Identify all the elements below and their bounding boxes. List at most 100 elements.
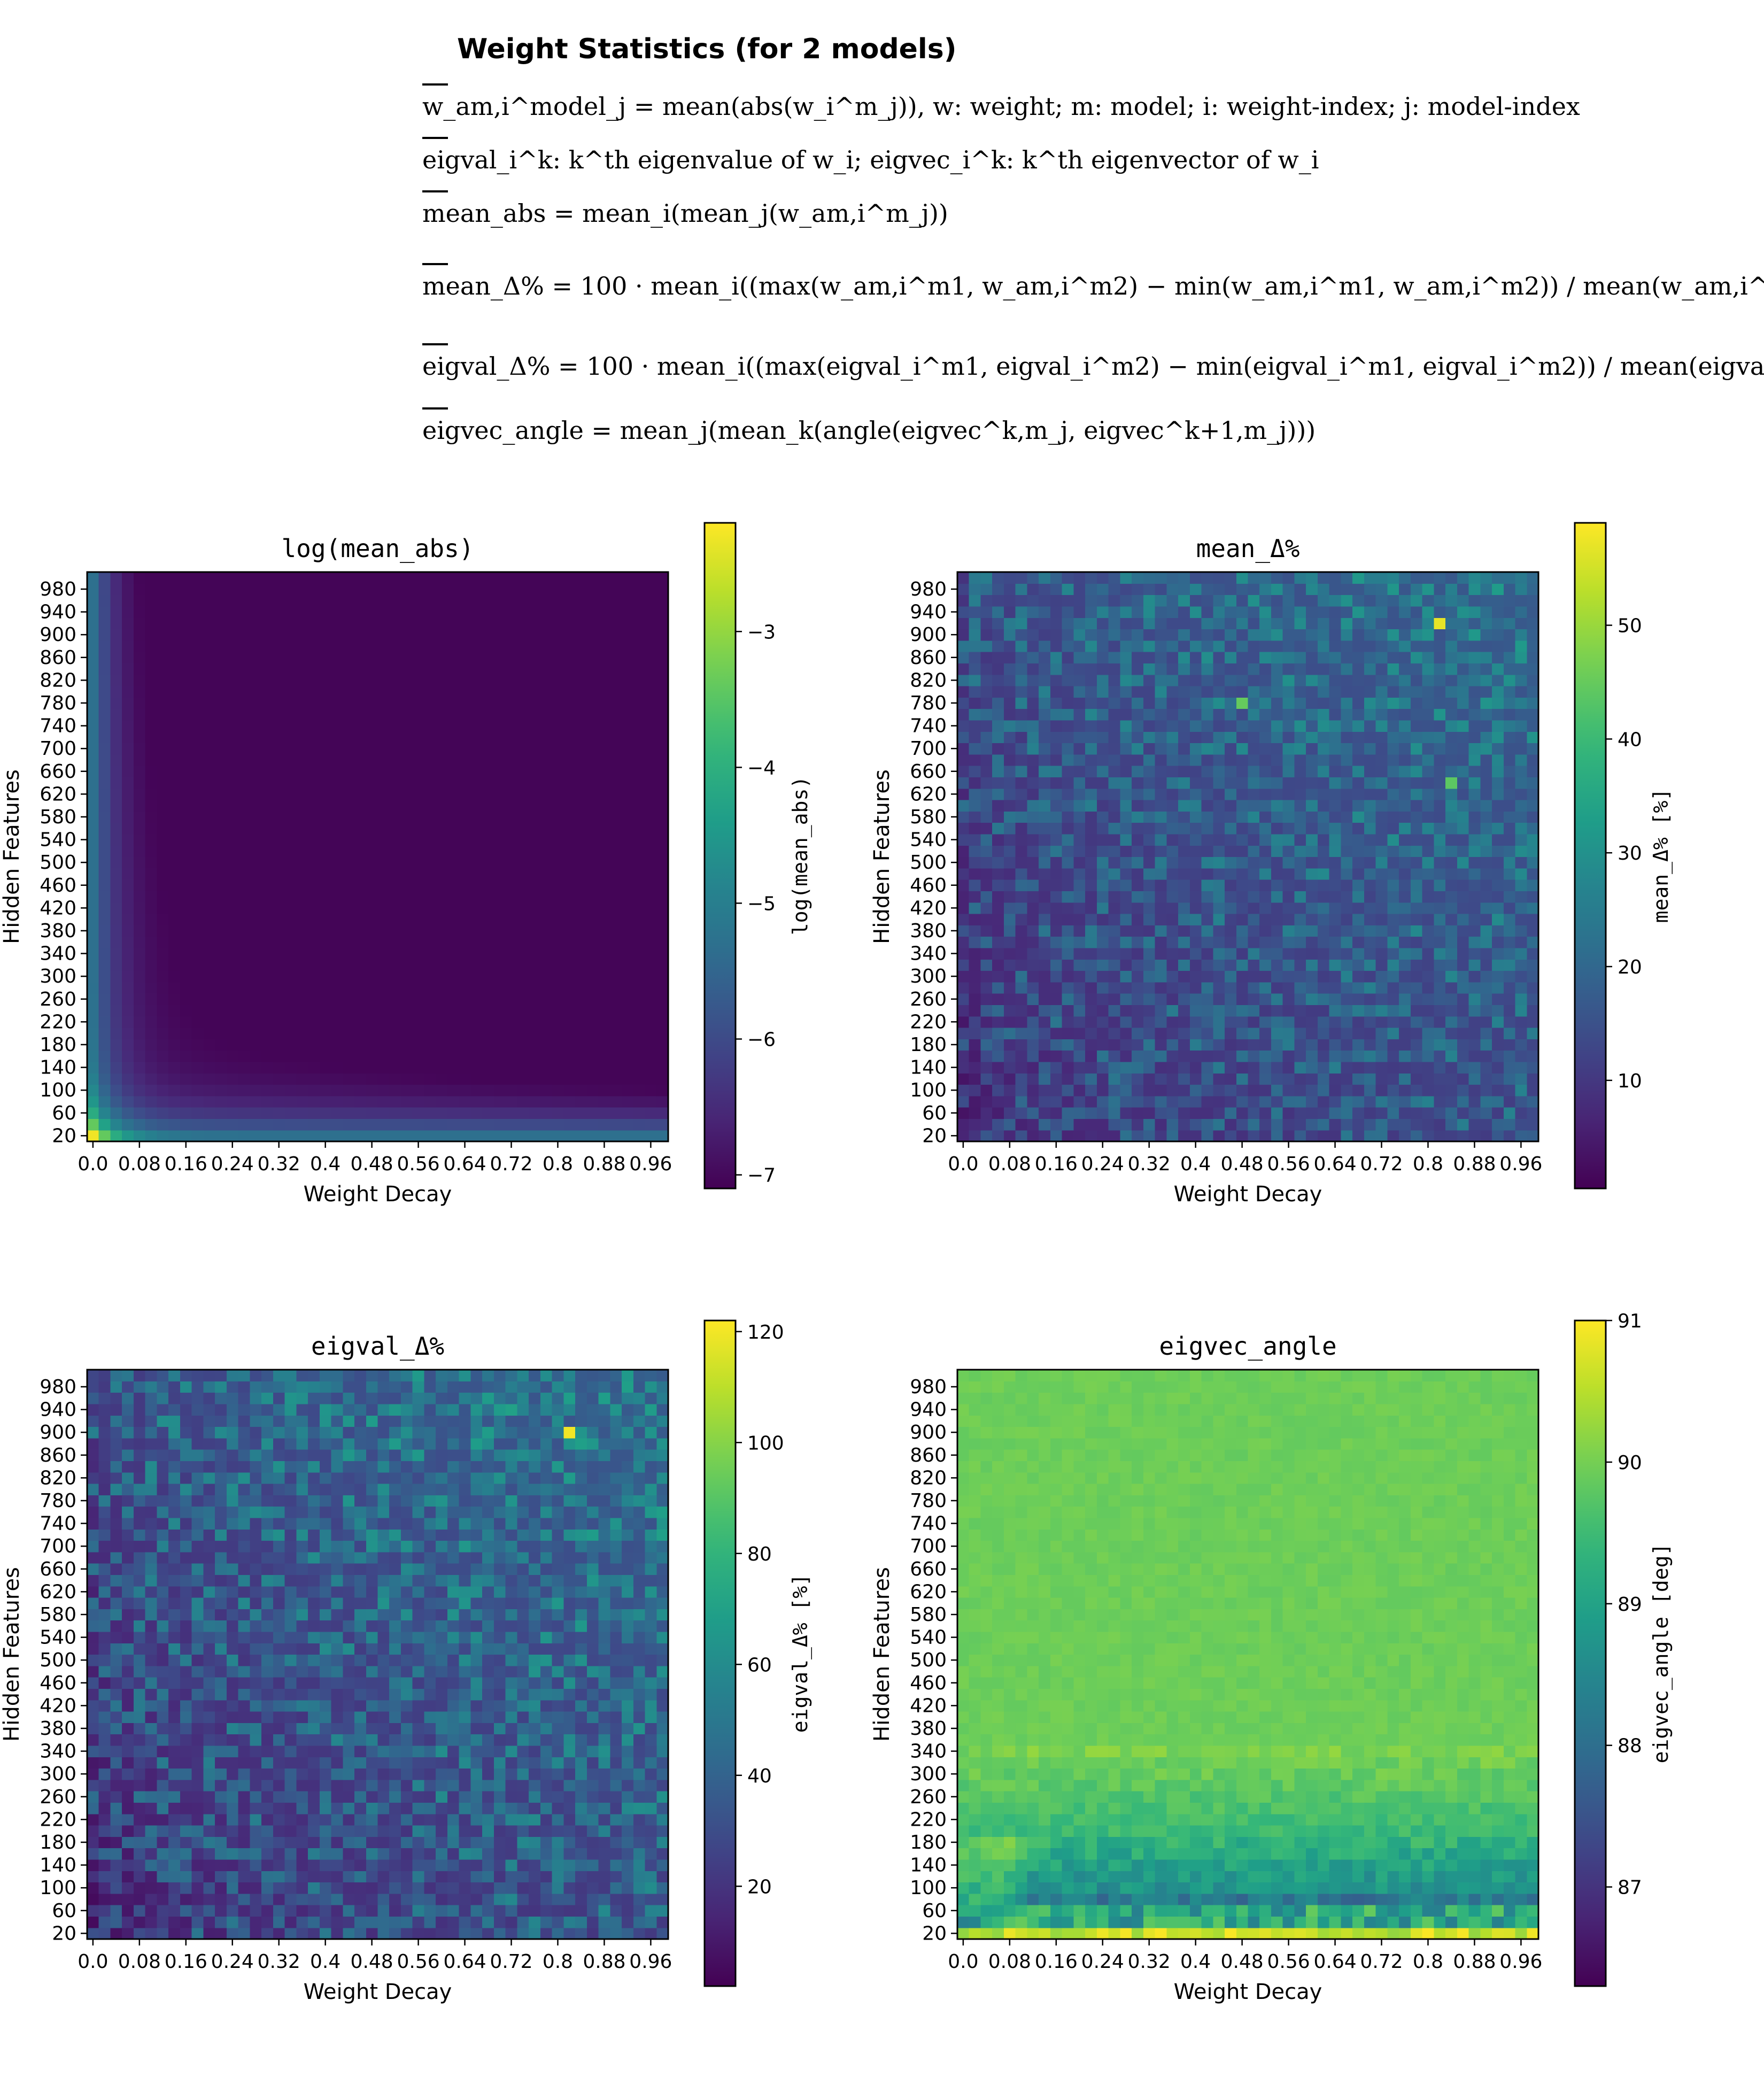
heatmap-cell xyxy=(980,902,993,914)
heatmap-cell xyxy=(957,1073,970,1085)
heatmap-cell xyxy=(493,833,506,846)
heatmap-cell xyxy=(1410,720,1423,732)
heatmap-cell xyxy=(389,936,401,948)
heatmap-cell xyxy=(1364,856,1376,869)
heatmap-cell xyxy=(1108,982,1120,994)
heatmap-cell xyxy=(957,868,970,880)
heatmap-cell xyxy=(1445,1084,1458,1096)
heatmap-cell xyxy=(261,1050,274,1062)
heatmap-cell xyxy=(87,891,99,903)
heatmap-cell xyxy=(389,902,401,914)
heatmap-cell xyxy=(482,845,494,858)
heatmap-cell xyxy=(238,731,250,744)
heatmap-cell xyxy=(517,766,529,777)
heatmap-cell xyxy=(1329,1050,1342,1062)
heatmap-cell xyxy=(1492,1039,1504,1051)
heatmap-cell xyxy=(1503,811,1516,823)
heatmap-cell xyxy=(1259,1039,1272,1051)
heatmap-cell xyxy=(157,993,169,1005)
x-tick-label: 0.0 xyxy=(78,1153,108,1175)
heatmap-cell xyxy=(1050,993,1063,1005)
heatmap-cell xyxy=(215,1016,227,1028)
heatmap-cell xyxy=(343,845,355,858)
heatmap-cell xyxy=(957,731,970,744)
heatmap-cell xyxy=(540,914,553,925)
heatmap-cell xyxy=(319,868,332,880)
heatmap-cell xyxy=(145,629,158,641)
heatmap-cell xyxy=(586,1016,599,1028)
heatmap-cell xyxy=(1039,766,1051,777)
heatmap-cell xyxy=(1527,606,1539,618)
heatmap-cell xyxy=(110,572,122,584)
heatmap-cell xyxy=(493,879,506,891)
heatmap-cell xyxy=(133,754,146,766)
heatmap-cell xyxy=(529,1005,541,1017)
x-axis-label: Weight Decay xyxy=(304,1182,452,1207)
heatmap-cell xyxy=(1492,1073,1504,1085)
heatmap-cell xyxy=(1050,788,1063,800)
heatmap-cell xyxy=(1225,1028,1237,1039)
heatmap-cell xyxy=(168,982,181,994)
y-tick-label: 940 xyxy=(40,601,76,623)
heatmap-cell xyxy=(563,708,576,721)
heatmap-cell xyxy=(1480,652,1492,663)
heatmap-cell xyxy=(1375,640,1388,652)
heatmap-cell xyxy=(1201,606,1213,618)
heatmap-cell xyxy=(1410,663,1423,675)
heatmap-cell xyxy=(1503,833,1516,846)
heatmap-cell xyxy=(1143,1095,1156,1108)
heatmap-cell xyxy=(1027,845,1039,858)
heatmap-cell xyxy=(261,777,274,789)
heatmap-cell xyxy=(1468,743,1481,755)
heatmap-cell xyxy=(633,1118,646,1131)
heatmap-cell xyxy=(1317,914,1330,925)
heatmap-cell xyxy=(1503,663,1516,675)
heatmap-cell xyxy=(319,720,332,732)
heatmap-cell xyxy=(273,777,285,789)
heatmap-cell xyxy=(493,856,506,869)
heatmap-cell xyxy=(180,868,192,880)
heatmap-cell xyxy=(1143,856,1156,869)
heatmap-cell xyxy=(1422,1005,1434,1017)
heatmap-cell xyxy=(1096,663,1109,675)
heatmap-cell xyxy=(1387,1016,1399,1028)
heatmap-cell xyxy=(133,1050,146,1062)
heatmap-cell xyxy=(598,720,610,732)
heatmap-cell xyxy=(470,879,483,891)
heatmap-cell xyxy=(540,822,553,835)
heatmap-cell xyxy=(1003,902,1016,914)
heatmap-cell xyxy=(610,1061,622,1074)
heatmap-cell xyxy=(1073,1028,1086,1039)
heatmap-cell xyxy=(1457,936,1469,948)
heatmap-cell xyxy=(1515,1118,1527,1131)
heatmap-cell xyxy=(180,914,192,925)
heatmap-cell xyxy=(1294,731,1306,744)
heatmap-cell xyxy=(343,891,355,903)
heatmap-cell xyxy=(1143,1107,1156,1119)
heatmap-cell xyxy=(261,743,274,755)
heatmap-cell xyxy=(622,708,634,721)
heatmap-cell xyxy=(1015,1107,1028,1119)
heatmap-cell xyxy=(1143,594,1156,607)
heatmap-cell xyxy=(1387,947,1399,960)
heatmap-cell xyxy=(1480,879,1492,891)
heatmap-cell xyxy=(1027,856,1039,869)
heatmap-cell xyxy=(633,720,646,732)
heatmap-cell xyxy=(1225,1016,1237,1028)
heatmap-cell xyxy=(1468,902,1481,914)
heatmap-cell xyxy=(261,606,274,618)
heatmap-cell xyxy=(331,1050,343,1062)
heatmap-cell xyxy=(331,663,343,675)
heatmap-cell xyxy=(98,606,111,618)
heatmap-cell xyxy=(1259,822,1272,835)
heatmap-cell xyxy=(969,914,981,925)
heatmap-cell xyxy=(168,754,181,766)
heatmap-cell xyxy=(1027,925,1039,937)
heatmap-cell xyxy=(1492,833,1504,846)
heatmap-cell xyxy=(1341,652,1353,663)
heatmap-cell xyxy=(366,1050,378,1062)
heatmap-cell xyxy=(1306,743,1318,755)
heatmap-cell xyxy=(412,708,425,721)
heatmap-cell xyxy=(296,1130,308,1142)
heatmap-cell xyxy=(470,1050,483,1062)
